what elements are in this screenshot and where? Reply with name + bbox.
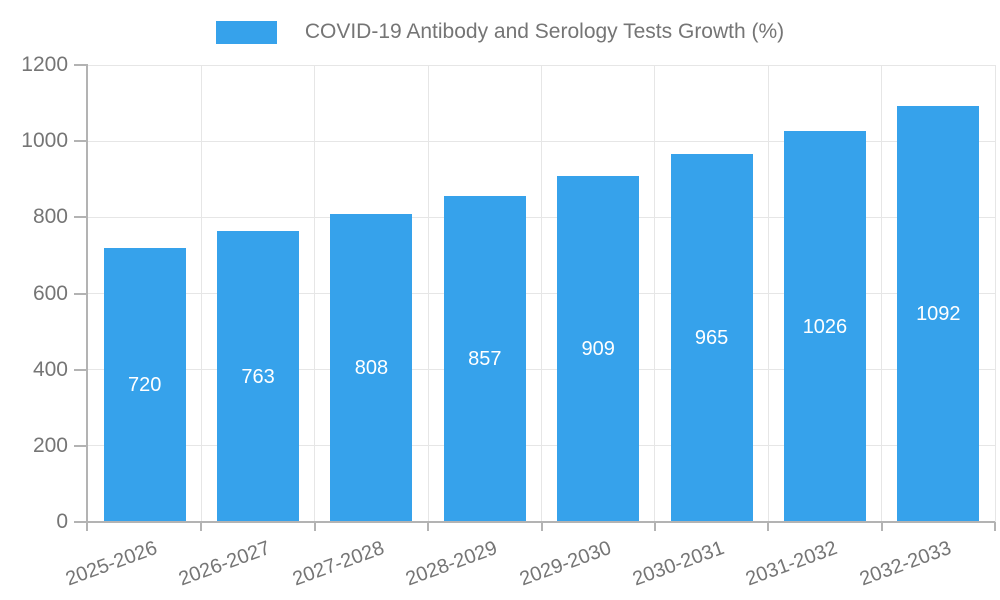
y-tick-mark xyxy=(74,292,88,295)
y-tick-mark xyxy=(74,216,88,219)
gridline-v xyxy=(994,65,996,522)
x-tick-label: 2028-2029 xyxy=(402,537,501,591)
bar-value-label: 1026 xyxy=(802,315,848,338)
x-tick-mark xyxy=(994,522,996,531)
gridline-v xyxy=(314,65,316,522)
bar-value-label: 857 xyxy=(468,347,502,370)
x-tick-label: 2030-2031 xyxy=(629,537,728,591)
x-tick-mark xyxy=(313,522,316,531)
x-tick-mark xyxy=(427,522,430,531)
bar xyxy=(103,247,186,522)
bar xyxy=(217,231,300,522)
y-tick-mark xyxy=(74,368,88,371)
bar xyxy=(330,214,413,522)
y-tick-label: 600 xyxy=(32,281,68,305)
x-tick-label: 2031-2032 xyxy=(743,537,841,591)
bar-value-label: 1092 xyxy=(916,303,961,326)
gridline-v xyxy=(200,65,202,522)
gridline-v xyxy=(654,65,656,522)
x-tick-label: 2026-2027 xyxy=(176,537,274,591)
bar-value-label: 720 xyxy=(128,373,162,396)
y-tick-label: 1200 xyxy=(21,53,68,76)
x-tick-mark xyxy=(767,522,770,531)
gridline-v xyxy=(541,65,542,522)
x-tick-mark xyxy=(540,522,543,531)
chart-legend: COVID-19 Antibody and Serology Tests Gro… xyxy=(0,20,1000,44)
y-tick-mark xyxy=(74,444,88,447)
y-tick-label: 800 xyxy=(32,205,68,229)
bar-value-label: 763 xyxy=(241,365,275,388)
y-tick-mark xyxy=(74,521,88,523)
y-tick-mark xyxy=(74,64,88,66)
bar xyxy=(783,131,866,522)
bar xyxy=(557,175,640,522)
y-axis-line xyxy=(86,65,88,522)
bar-value-label: 965 xyxy=(694,327,729,350)
y-tick-label: 400 xyxy=(32,357,68,381)
bar xyxy=(443,195,526,522)
y-tick-label: 200 xyxy=(32,433,68,457)
x-tick-label: 2027-2028 xyxy=(289,537,387,591)
bar xyxy=(897,106,980,522)
y-tick-label: 1000 xyxy=(21,129,68,153)
x-tick-mark xyxy=(200,522,203,531)
x-tick-label: 2029-2030 xyxy=(516,537,614,591)
legend-swatch xyxy=(215,20,277,44)
chart-title: COVID-19 Antibody and Serology Tests Gro… xyxy=(304,20,785,43)
gridline-v xyxy=(881,65,883,522)
x-tick-mark xyxy=(653,522,656,531)
gridline-v xyxy=(767,65,769,522)
x-tick-label: 2032-2033 xyxy=(856,537,954,591)
x-tick-mark xyxy=(880,522,883,531)
x-tick-mark xyxy=(86,522,88,531)
bar-value-label: 909 xyxy=(581,337,615,360)
y-tick-label: 0 xyxy=(56,510,68,533)
bar-value-label: 808 xyxy=(354,357,389,380)
gridline-v xyxy=(427,65,429,522)
x-tick-label: 2025-2026 xyxy=(62,537,161,591)
y-tick-mark xyxy=(74,140,88,143)
bar xyxy=(670,154,753,522)
